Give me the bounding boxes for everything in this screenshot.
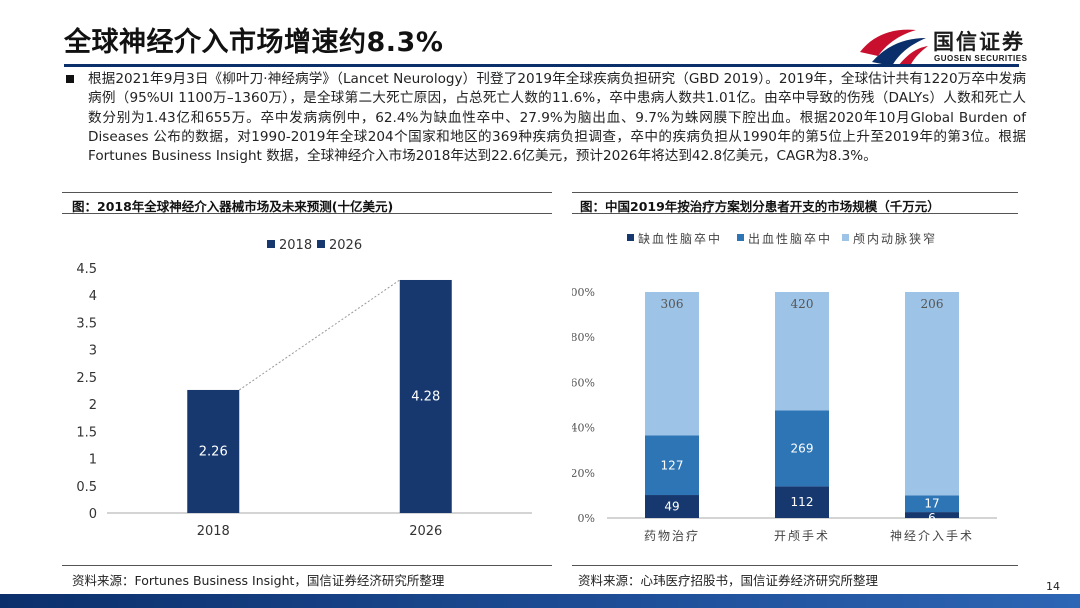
- data-label-开颅手术-0: 112: [791, 495, 814, 509]
- data-label-神经介入手术-0: 6: [928, 511, 936, 525]
- x-tick-label: 2026: [409, 524, 442, 539]
- data-label-药物治疗-1: 127: [661, 458, 684, 472]
- bar-2018: [187, 389, 240, 513]
- page-title: 全球神经介入市场增速约8.3%: [64, 27, 444, 58]
- y-tick-label: 60%: [572, 376, 595, 389]
- legend-swatch-0: [627, 234, 634, 241]
- data-label-开颅手术-2: 420: [791, 297, 814, 311]
- legend-label-0: 缺血性脑卒中: [638, 231, 722, 246]
- page-number: 14: [1046, 580, 1060, 593]
- bar-2026: [399, 279, 452, 513]
- company-logo: 国信证券 GUOSEN SECURITIES: [858, 22, 1058, 68]
- bar-segment-神经介入手术-1: [905, 495, 959, 513]
- logo-mark-icon: [860, 29, 928, 66]
- data-label-2026: 4.28: [411, 389, 440, 404]
- left-chart-title: 图：2018年全球神经介入器械市场及未来预测(十亿美元): [72, 199, 394, 214]
- legend-swatch-2: [842, 234, 849, 241]
- y-tick-label: 0: [89, 507, 97, 522]
- summary-paragraph: 根据2021年9月3日《柳叶刀·神经病学》（Lancet Neurology）刊…: [66, 70, 1026, 166]
- right-panel-top-line: [572, 192, 1018, 193]
- y-tick-label: 2.5: [76, 371, 97, 386]
- left-panel-bottom-line: [62, 565, 552, 566]
- y-tick-label: 40%: [572, 422, 595, 435]
- trend-line: [238, 279, 401, 391]
- x-tick-label: 神经介入手术: [890, 529, 974, 543]
- left-panel-title-line: [62, 213, 552, 214]
- y-tick-label: 4.5: [76, 262, 97, 277]
- y-tick-label: 0.5: [76, 480, 97, 495]
- left-source-note: 资料来源：Fortunes Business Insight，国信证券经济研究所…: [72, 573, 445, 588]
- bar-segment-开颅手术-2: [775, 292, 829, 411]
- data-label-神经介入手术-2: 206: [921, 297, 944, 311]
- x-tick-label: 2018: [197, 524, 230, 539]
- legend-swatch-2018: [267, 240, 275, 248]
- y-tick-label: 0%: [578, 512, 595, 525]
- legend-label-2: 颅内动脉狭窄: [853, 231, 937, 246]
- logo-name-en: GUOSEN SECURITIES: [934, 54, 1028, 63]
- left-panel-top-line: [62, 192, 552, 193]
- x-tick-label: 药物治疗: [644, 529, 700, 543]
- left-bar-chart: 2018 2026 0 0.5 1 1.5 2 2.5 3 3.5 4 4.5 2.26 2018 4.28…: [76, 238, 532, 539]
- right-panel-title-line: [572, 213, 1018, 214]
- summary-text: 根据2021年9月3日《柳叶刀·神经病学》（Lancet Neurology）刊…: [88, 71, 1026, 165]
- data-label-开颅手术-1: 269: [791, 441, 814, 455]
- y-tick-label: 4: [89, 289, 97, 304]
- data-label-2018: 2.26: [199, 444, 228, 459]
- bar-segment-药物治疗-0: [645, 495, 699, 518]
- right-panel-bottom-line: [572, 565, 1018, 566]
- y-tick-label: 3.5: [76, 316, 97, 331]
- legend-swatch-2026: [317, 240, 325, 248]
- data-label-药物治疗-0: 49: [664, 500, 679, 514]
- data-label-药物治疗-2: 306: [661, 297, 684, 311]
- data-label-神经介入手术-1: 17: [924, 497, 939, 511]
- bar-segment-神经介入手术-0: [905, 512, 959, 518]
- logo-name-cn: 国信证券: [933, 30, 1025, 54]
- legend-label-1: 出血性脑卒中: [748, 231, 832, 246]
- y-tick-label: 2: [89, 398, 97, 413]
- x-tick-label: 开颅手术: [774, 529, 830, 543]
- right-chart-title: 图：中国2019年按治疗方案划分患者开支的市场规模（千万元）: [580, 199, 940, 214]
- bar-segment-开颅手术-1: [775, 410, 829, 487]
- right-stacked-bar-chart: 缺血性脑卒中 出血性脑卒中 颅内动脉狭窄 0% 20% 40% 60% 80% 100% 49 12…: [572, 231, 997, 543]
- y-tick-label: 20%: [572, 467, 595, 480]
- bullet-icon: [66, 75, 74, 83]
- bar-segment-药物治疗-2: [645, 292, 699, 436]
- y-tick-label: 80%: [572, 331, 595, 344]
- header-divider: [64, 64, 1019, 67]
- bar-segment-开颅手术-0: [775, 486, 829, 518]
- y-tick-label: 3: [89, 344, 97, 359]
- legend-label-2026: 2026: [329, 238, 362, 253]
- y-tick-label: 1: [89, 453, 97, 468]
- legend-swatch-1: [737, 234, 744, 241]
- y-tick-label: 1.5: [76, 425, 97, 440]
- y-tick-label: 100%: [572, 286, 595, 299]
- footer-bar: [0, 594, 1080, 608]
- bar-segment-神经介入手术-2: [905, 292, 959, 496]
- bar-segment-药物治疗-1: [645, 435, 699, 496]
- legend-label-2018: 2018: [279, 238, 312, 253]
- right-source-note: 资料来源：心玮医疗招股书，国信证券经济研究所整理: [578, 573, 879, 588]
